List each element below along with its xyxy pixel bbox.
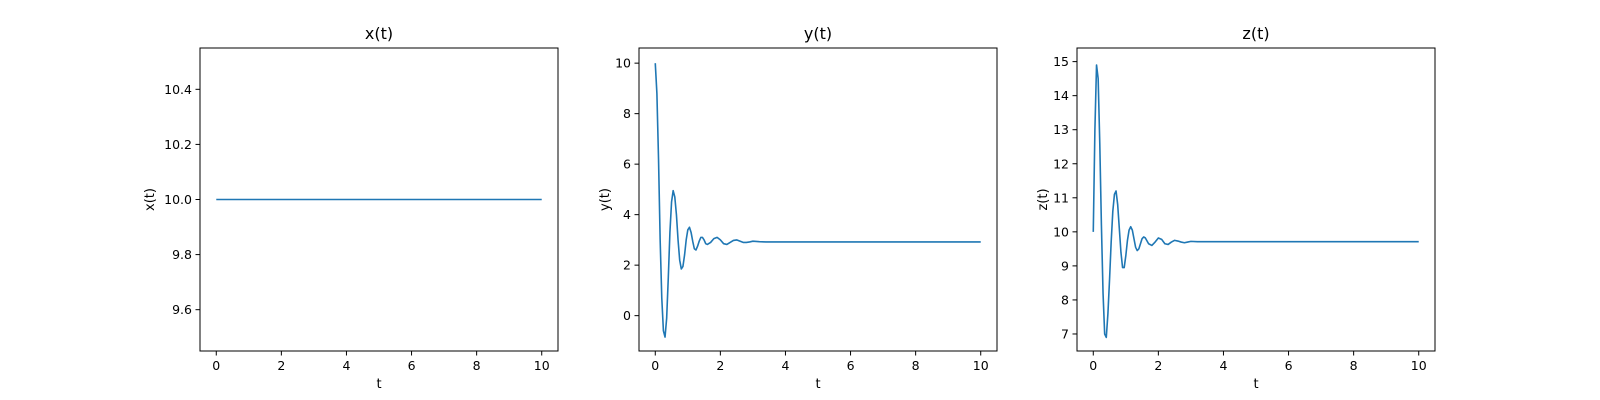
plot-2-x-axis-label: t [815, 377, 820, 392]
plot-2-x-tick-label: 2 [716, 358, 724, 373]
plot-1-y-tick-label: 10.0 [164, 192, 192, 207]
plot-2-x-tick-label: 4 [781, 358, 789, 373]
plot-2-group: 0 2 4 6 8 10 0 2 4 6 8 10 y(t) t y(t) [598, 24, 998, 392]
plot-1-y-tick-label: 9.6 [172, 302, 192, 317]
plot-2-y-tick-label: 4 [623, 207, 631, 222]
plot-2-title: y(t) [804, 24, 832, 43]
plot-3-x-tick-label: 4 [1219, 358, 1227, 373]
plot-3-x-tick-label: 10 [1411, 358, 1427, 373]
plot-2-x-tick-label: 10 [973, 358, 989, 373]
plot-1-title: x(t) [365, 24, 393, 43]
plot-2-y-tick-label: 0 [623, 308, 631, 323]
plot-3-y-tick-label: 9 [1061, 258, 1069, 273]
plot-2-axes-frame [638, 47, 998, 352]
plot-3-title: z(t) [1242, 24, 1269, 43]
plot-2-y-tick-label: 6 [623, 157, 631, 172]
plot-1-x-tick-label: 4 [342, 358, 350, 373]
plot-3-y-axis-label: z(t) [1036, 188, 1051, 210]
plot-3-x-axis-label: t [1253, 377, 1258, 392]
plot-1-group: 0 2 4 6 8 10 9.6 9.8 10.0 10.2 10.4 x(t) t x(t) [143, 24, 559, 392]
plot-3-y-tick-label: 14 [1053, 88, 1069, 103]
plot-1-y-tick-label: 9.8 [172, 247, 192, 262]
plot-3-y-tick-label: 15 [1053, 54, 1069, 69]
plot-2-y-tick-label: 2 [623, 258, 631, 273]
plot-2-series-line [654, 63, 981, 338]
plot-1-x-axis-label: t [376, 377, 381, 392]
plot-1-x-tick-label: 0 [212, 358, 220, 373]
plot-3-y-tick-label: 8 [1061, 292, 1069, 307]
plot-2-x-tick-label: 8 [912, 358, 920, 373]
plot-2-y-axis-label: y(t) [598, 188, 613, 211]
plot-3-x-tick-label: 0 [1089, 358, 1097, 373]
plot-3-x-tick-label: 6 [1285, 358, 1293, 373]
plot-3-y-tick-label: 13 [1053, 122, 1069, 137]
plot-2-x-tick-label: 6 [847, 358, 855, 373]
plot-3-group: 0 2 4 6 8 10 7 8 9 10 11 12 13 14 15 z(t) t z(t) [1036, 24, 1436, 392]
plot-2-y-tick-label: 10 [615, 56, 631, 71]
plot-1-y-axis-label: x(t) [143, 188, 158, 211]
plot-1-x-tick-label: 10 [534, 358, 550, 373]
plot-1-y-tick-label: 10.2 [164, 137, 192, 152]
plot-3-series-line [1092, 64, 1419, 339]
plot-3-y-tick-label: 10 [1053, 224, 1069, 239]
plot-3-x-tick-label: 2 [1154, 358, 1162, 373]
plot-3-axes-frame [1076, 47, 1436, 352]
plot-3-y-tick-label: 12 [1053, 156, 1069, 171]
plot-2-x-tick-label: 0 [651, 358, 659, 373]
plot-3-y-tick-label: 11 [1053, 190, 1069, 205]
plot-1-x-tick-label: 2 [277, 358, 285, 373]
plot-1-x-tick-label: 6 [408, 358, 416, 373]
plot-3-y-tick-label: 7 [1061, 326, 1069, 341]
plot-1-y-tick-label: 10.4 [164, 82, 192, 97]
plot-3-x-tick-label: 8 [1350, 358, 1358, 373]
plot-1-x-tick-label: 8 [473, 358, 481, 373]
plot-2-y-tick-label: 8 [623, 106, 631, 121]
